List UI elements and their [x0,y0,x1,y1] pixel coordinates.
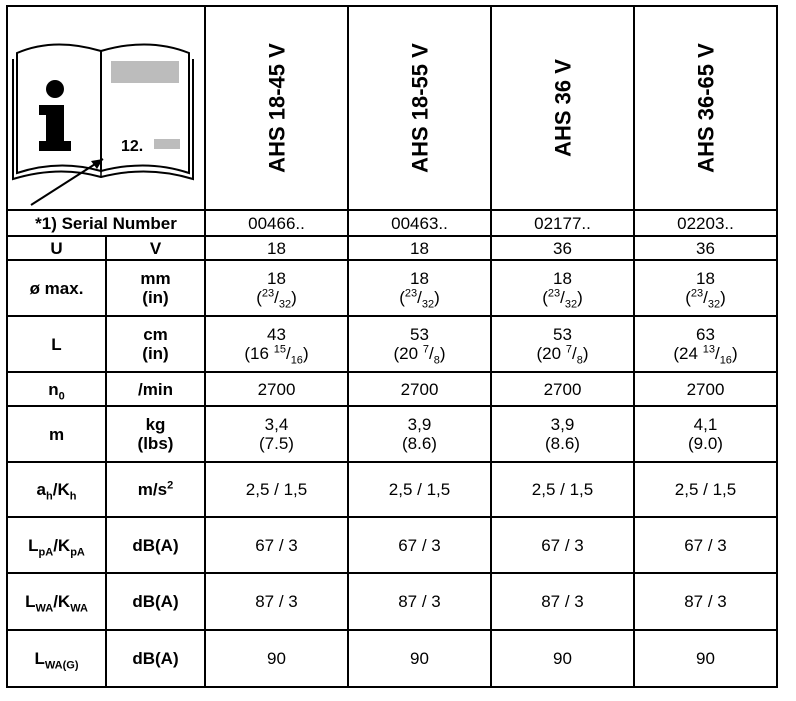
weight-row: m kg (lbs) 3,4 (7.5) 3,9 (8.6) 3,9 (8.6) 4,1… [6,405,778,463]
guaranteed-power-value: 90 [347,629,492,688]
speed-value: 2700 [347,371,492,407]
serial-label: *1) Serial Number [6,209,206,237]
voltage-symbol: U [6,235,107,261]
serial-value: 02177.. [490,209,635,237]
page-reference: 12. [121,138,144,155]
diameter-value: 18 (23/32) [633,259,778,317]
serial-value: 00466.. [204,209,349,237]
vibration-row: ah/Kh m/s2 2,5 / 1,5 2,5 / 1,5 2,5 / 1,5… [6,461,778,518]
diameter-unit: mm (in) [105,259,206,317]
sound-pressure-value: 67 / 3 [633,516,778,574]
sound-pressure-value: 67 / 3 [204,516,349,574]
speed-row: n0 /min 2700 2700 2700 2700 [6,371,778,407]
weight-value: 3,9 (8.6) [490,405,635,463]
sound-pressure-unit: dB(A) [105,516,206,574]
vibration-value: 2,5 / 1,5 [633,461,778,518]
length-value: 43 (16 15/16) [204,315,349,373]
info-book-icon [12,43,194,206]
serial-row: *1) Serial Number 00466.. 00463.. 02177.… [6,209,778,237]
weight-symbol: m [6,405,107,463]
model-header-4: AHS 36-65 V [633,5,778,211]
voltage-unit: V [105,235,206,261]
length-row: L cm (in) 43 (16 15/16) 53 (20 7/8) 53 (20 7… [6,315,778,373]
sound-power-value: 87 / 3 [490,572,635,631]
sound-pressure-symbol: LpA/KpA [6,516,107,574]
length-unit: cm (in) [105,315,206,373]
serial-value: 00463.. [347,209,492,237]
model-header-2: AHS 18-55 V [347,5,492,211]
specifications-table: 12. AHS 18-45 V AHS 18-55 V AHS 36 V AHS… [6,5,778,688]
length-value: 53 (20 7/8) [347,315,492,373]
sound-pressure-row: LpA/KpA dB(A) 67 / 3 67 / 3 67 / 3 67 / … [6,516,778,574]
vibration-symbol: ah/Kh [6,461,107,518]
manual-reference-illustration: 12. [6,5,206,211]
weight-value: 3,9 (8.6) [347,405,492,463]
length-value: 53 (20 7/8) [490,315,635,373]
weight-value: 3,4 (7.5) [204,405,349,463]
length-symbol: L [6,315,107,373]
vibration-value: 2,5 / 1,5 [490,461,635,518]
vibration-unit: m/s2 [105,461,206,518]
sound-power-symbol: LWA/KWA [6,572,107,631]
voltage-value: 36 [633,235,778,261]
voltage-value: 18 [204,235,349,261]
sound-pressure-value: 67 / 3 [490,516,635,574]
vibration-value: 2,5 / 1,5 [347,461,492,518]
speed-symbol: n0 [6,371,107,407]
voltage-value: 36 [490,235,635,261]
length-value: 63 (24 13/16) [633,315,778,373]
voltage-value: 18 [347,235,492,261]
diameter-row: ø max. mm (in) 18 (23/32) 18 (23/32) 18 (23/… [6,259,778,317]
sound-power-value: 87 / 3 [633,572,778,631]
diameter-value: 18 (23/32) [204,259,349,317]
vibration-value: 2,5 / 1,5 [204,461,349,518]
sound-power-value: 87 / 3 [347,572,492,631]
sound-power-row: LWA/KWA dB(A) 87 / 3 87 / 3 87 / 3 87 / … [6,572,778,631]
sound-pressure-value: 67 / 3 [347,516,492,574]
diameter-symbol: ø max. [6,259,107,317]
guaranteed-power-value: 90 [633,629,778,688]
guaranteed-power-row: LWA(G) dB(A) 90 90 90 90 [6,629,778,688]
speed-unit: /min [105,371,206,407]
sound-power-value: 87 / 3 [204,572,349,631]
diameter-value: 18 (23/32) [347,259,492,317]
sound-power-unit: dB(A) [105,572,206,631]
speed-value: 2700 [633,371,778,407]
speed-value: 2700 [204,371,349,407]
model-header-3: AHS 36 V [490,5,635,211]
voltage-row: U V 18 18 36 36 [6,235,778,261]
guaranteed-power-symbol: LWA(G) [6,629,107,688]
model-header-1: AHS 18-45 V [204,5,349,211]
guaranteed-power-unit: dB(A) [105,629,206,688]
serial-value: 02203.. [633,209,778,237]
weight-value: 4,1 (9.0) [633,405,778,463]
speed-value: 2700 [490,371,635,407]
guaranteed-power-value: 90 [204,629,349,688]
weight-unit: kg (lbs) [105,405,206,463]
diameter-value: 18 (23/32) [490,259,635,317]
guaranteed-power-value: 90 [490,629,635,688]
